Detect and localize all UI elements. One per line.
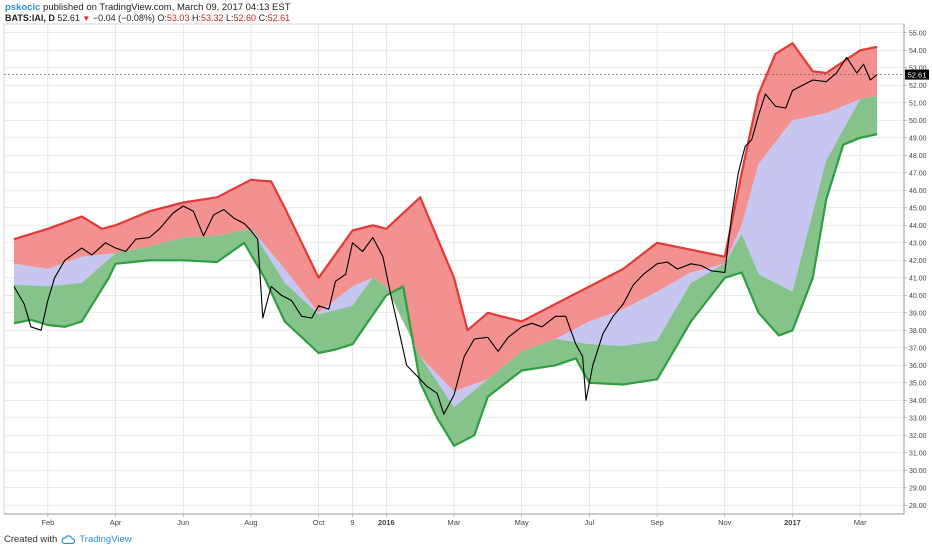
price-tick-label: 34.00 bbox=[909, 398, 927, 405]
last-price-label-bg bbox=[905, 69, 929, 80]
created-with-text: Created with bbox=[4, 534, 58, 545]
price-line bbox=[13, 56, 878, 415]
price-axis[interactable]: 28.00 29.00 30.00 31.00 32.00 33.00 34.00 35.00… bbox=[904, 30, 927, 510]
low-label: L: bbox=[226, 13, 234, 23]
author-link[interactable]: pskocic bbox=[5, 2, 41, 13]
price-tick-label: 49.00 bbox=[909, 135, 927, 142]
last-price-marker: 52.61 bbox=[4, 69, 929, 80]
close-label: C: bbox=[258, 13, 268, 23]
chart-header-ohlc-line: BATS:IAI, D 52.61 ▼ −0.04 (−0.08%) O:53.… bbox=[5, 13, 290, 23]
price-tick-label: 54.00 bbox=[909, 48, 927, 55]
price-tick-label: 55.00 bbox=[909, 30, 927, 37]
price-tick-label: 45.00 bbox=[909, 205, 927, 212]
price-tick-label: 42.00 bbox=[909, 258, 927, 265]
price-tick-label: 50.00 bbox=[909, 118, 927, 125]
price-tick-label: 53.00 bbox=[909, 65, 927, 72]
price-tick-label: 48.00 bbox=[909, 153, 927, 160]
close-value: 52.61 bbox=[267, 13, 291, 23]
price-tick-label: 30.00 bbox=[909, 468, 927, 475]
price-tick-label: 33.00 bbox=[909, 415, 927, 422]
time-tick-label: 2017 bbox=[784, 518, 801, 527]
time-tick-label: 9 bbox=[350, 518, 354, 527]
price-tick-label: 28.00 bbox=[909, 503, 927, 510]
price-tick-label: 32.00 bbox=[909, 433, 927, 440]
price-tick-label: 38.00 bbox=[909, 328, 927, 335]
time-tick-label: Nov bbox=[718, 518, 732, 527]
price-tick-label: 37.00 bbox=[909, 345, 927, 352]
price-tick-label: 44.00 bbox=[909, 223, 927, 230]
tradingview-brand[interactable]: TradingView bbox=[79, 534, 132, 545]
time-tick-label: 2016 bbox=[378, 518, 395, 527]
high-value: 53.32 bbox=[200, 13, 224, 23]
price-tick-label: 43.00 bbox=[909, 240, 927, 247]
time-tick-label: Feb bbox=[41, 518, 54, 527]
symbol-label[interactable]: BATS:IAI, D bbox=[5, 13, 55, 23]
open-value: 53.03 bbox=[166, 13, 190, 23]
high-label: H: bbox=[191, 13, 201, 23]
price-tick-label: 52.00 bbox=[909, 83, 927, 90]
time-tick-label: Oct bbox=[313, 518, 326, 527]
time-tick-label: Apr bbox=[110, 518, 122, 527]
band-fills bbox=[14, 43, 878, 446]
published-text: published on TradingView.com, March 09, … bbox=[43, 2, 291, 13]
price-tick-label: 51.00 bbox=[909, 100, 927, 107]
low-value: 52.60 bbox=[233, 13, 257, 23]
down-arrow-icon: ▼ bbox=[82, 14, 91, 23]
time-tick-label: Mar bbox=[854, 518, 867, 527]
price-chart[interactable]: 28.00 29.00 30.00 31.00 32.00 33.00 34.00 35.00… bbox=[0, 0, 932, 534]
price-tick-label: 41.00 bbox=[909, 275, 927, 282]
price-tick-label: 40.00 bbox=[909, 293, 927, 300]
time-tick-label: Sep bbox=[650, 518, 663, 527]
footer: Created with TradingView bbox=[4, 534, 132, 545]
price-tick-label: 31.00 bbox=[909, 450, 927, 457]
time-tick-label: Jul bbox=[585, 518, 595, 527]
time-tick-label: Jun bbox=[177, 518, 189, 527]
price-change: −0.04 (−0.08%) bbox=[92, 13, 155, 23]
last-price-label: 52.61 bbox=[908, 71, 927, 80]
price-tick-label: 29.00 bbox=[909, 485, 927, 492]
price-tick-label: 47.00 bbox=[909, 170, 927, 177]
price-tick-label: 46.00 bbox=[909, 188, 927, 195]
lower-band-line bbox=[13, 133, 878, 447]
tradingview-cloud-icon bbox=[61, 535, 76, 544]
series-lines bbox=[13, 42, 878, 447]
price-tick-label: 36.00 bbox=[909, 363, 927, 370]
chart-header-publish-line: pskocic published on TradingView.com, Ma… bbox=[5, 2, 291, 13]
upper-band-line bbox=[13, 42, 878, 332]
price-tick-label: 39.00 bbox=[909, 310, 927, 317]
time-tick-label: Mar bbox=[448, 518, 461, 527]
time-axis[interactable]: Feb Apr Jun Aug Oct 9 2016 Mar May Jul Sep Nov 2017 M… bbox=[41, 514, 867, 527]
upper-band-fill bbox=[14, 43, 878, 392]
open-label: O: bbox=[157, 13, 167, 23]
time-tick-label: Aug bbox=[244, 518, 257, 527]
last-price: 52.61 bbox=[57, 13, 80, 23]
price-tick-label: 35.00 bbox=[909, 380, 927, 387]
lower-band-fill bbox=[14, 95, 878, 446]
time-tick-label: May bbox=[515, 518, 529, 527]
